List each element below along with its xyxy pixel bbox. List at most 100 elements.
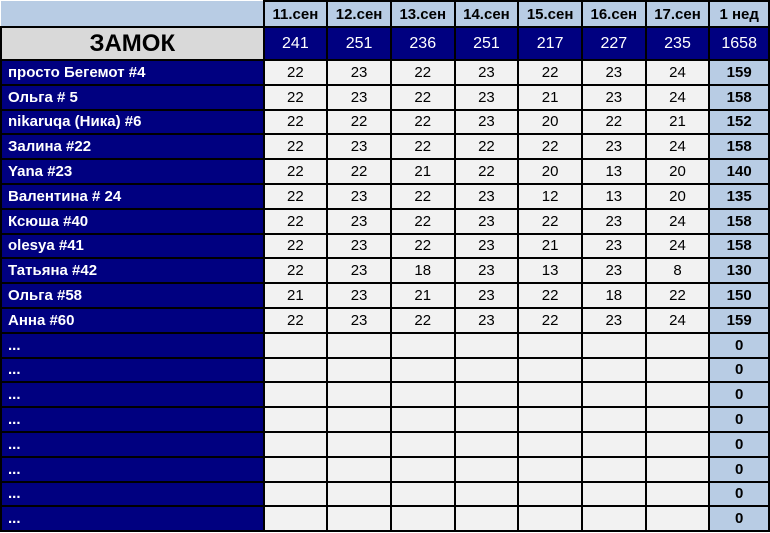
- score-cell[interactable]: 23: [453, 306, 520, 334]
- score-cell[interactable]: 22: [517, 282, 583, 309]
- total-cell[interactable]: 227: [580, 26, 647, 61]
- score-cell[interactable]: [262, 356, 329, 384]
- week-sum-cell[interactable]: 158: [708, 232, 770, 260]
- score-cell[interactable]: 18: [580, 282, 647, 309]
- score-cell[interactable]: [326, 381, 392, 409]
- score-cell[interactable]: [517, 480, 583, 508]
- participant-name[interactable]: olesya #41: [0, 232, 265, 260]
- score-cell[interactable]: [326, 505, 392, 533]
- score-cell[interactable]: 24: [644, 133, 711, 161]
- participant-name[interactable]: Залина #22: [0, 133, 265, 161]
- score-cell[interactable]: [262, 455, 329, 483]
- week-sum-cell[interactable]: 0: [708, 331, 770, 359]
- score-cell[interactable]: 22: [262, 108, 329, 136]
- score-cell[interactable]: [644, 331, 711, 359]
- week-sum-cell[interactable]: 0: [708, 430, 770, 458]
- participant-name[interactable]: ...: [0, 505, 265, 533]
- score-cell[interactable]: [453, 480, 520, 508]
- score-cell[interactable]: [326, 455, 392, 483]
- score-cell[interactable]: 24: [644, 306, 711, 334]
- score-cell[interactable]: [262, 331, 329, 359]
- week-sum-cell[interactable]: 0: [708, 356, 770, 384]
- score-cell[interactable]: 21: [517, 83, 583, 111]
- score-cell[interactable]: [389, 455, 456, 483]
- participant-name[interactable]: ...: [0, 430, 265, 458]
- score-cell[interactable]: [453, 381, 520, 409]
- score-cell[interactable]: 24: [644, 59, 711, 86]
- total-cell[interactable]: 241: [262, 26, 329, 61]
- participant-name[interactable]: Ксюша #40: [0, 207, 265, 235]
- score-cell[interactable]: [326, 356, 392, 384]
- week-sum-cell[interactable]: 0: [708, 455, 770, 483]
- score-cell[interactable]: [453, 455, 520, 483]
- week-sum-cell[interactable]: 135: [708, 182, 770, 210]
- participant-name[interactable]: ...: [0, 455, 265, 483]
- score-cell[interactable]: 23: [453, 108, 520, 136]
- score-cell[interactable]: [326, 406, 392, 433]
- participant-name[interactable]: Валентина # 24: [0, 182, 265, 210]
- score-cell[interactable]: 20: [517, 158, 583, 185]
- total-cell[interactable]: 217: [517, 26, 583, 61]
- score-cell[interactable]: 22: [389, 59, 456, 86]
- score-cell[interactable]: [580, 356, 647, 384]
- score-cell[interactable]: [644, 406, 711, 433]
- week-sum-cell[interactable]: 0: [708, 406, 770, 433]
- score-cell[interactable]: [453, 356, 520, 384]
- score-cell[interactable]: 22: [326, 108, 392, 136]
- corner-cell[interactable]: [1, 1, 265, 28]
- participant-name[interactable]: ...: [0, 356, 265, 384]
- participant-name[interactable]: ...: [0, 381, 265, 409]
- week-sum-cell[interactable]: 130: [708, 257, 770, 285]
- score-cell[interactable]: [517, 455, 583, 483]
- score-cell[interactable]: 13: [517, 257, 583, 285]
- score-cell[interactable]: [262, 505, 329, 533]
- score-cell[interactable]: 23: [326, 207, 392, 235]
- score-cell[interactable]: 22: [262, 182, 329, 210]
- participant-name[interactable]: Ольга # 5: [0, 83, 265, 111]
- score-cell[interactable]: 23: [453, 83, 520, 111]
- score-cell[interactable]: [389, 505, 456, 533]
- score-cell[interactable]: [580, 505, 647, 533]
- column-header[interactable]: 11.сен: [262, 0, 329, 28]
- score-cell[interactable]: [326, 430, 392, 458]
- score-cell[interactable]: 20: [517, 108, 583, 136]
- score-cell[interactable]: 23: [326, 282, 392, 309]
- week-sum-cell[interactable]: 158: [708, 207, 770, 235]
- score-cell[interactable]: [389, 480, 456, 508]
- score-cell[interactable]: 22: [262, 158, 329, 185]
- score-cell[interactable]: 23: [326, 306, 392, 334]
- score-cell[interactable]: 23: [326, 232, 392, 260]
- score-cell[interactable]: 23: [326, 83, 392, 111]
- week-sum-cell[interactable]: 152: [708, 108, 770, 136]
- score-cell[interactable]: [326, 480, 392, 508]
- score-cell[interactable]: 22: [517, 133, 583, 161]
- score-cell[interactable]: 20: [644, 182, 711, 210]
- score-cell[interactable]: 23: [580, 133, 647, 161]
- week-sum-cell[interactable]: 150: [708, 282, 770, 309]
- score-cell[interactable]: [644, 480, 711, 508]
- column-header[interactable]: 15.сен: [517, 0, 583, 28]
- score-cell[interactable]: 22: [389, 83, 456, 111]
- score-cell[interactable]: [326, 331, 392, 359]
- score-cell[interactable]: 22: [326, 158, 392, 185]
- week-sum-cell[interactable]: 158: [708, 83, 770, 111]
- score-cell[interactable]: 23: [580, 257, 647, 285]
- score-cell[interactable]: 22: [389, 182, 456, 210]
- score-cell[interactable]: [580, 455, 647, 483]
- score-cell[interactable]: 22: [389, 108, 456, 136]
- score-cell[interactable]: 22: [644, 282, 711, 309]
- week-sum-cell[interactable]: 0: [708, 505, 770, 533]
- score-cell[interactable]: [453, 406, 520, 433]
- score-cell[interactable]: [517, 406, 583, 433]
- score-cell[interactable]: [517, 331, 583, 359]
- score-cell[interactable]: [453, 331, 520, 359]
- column-header[interactable]: 13.сен: [389, 0, 456, 28]
- score-cell[interactable]: 23: [326, 182, 392, 210]
- column-header[interactable]: 16.сен: [580, 0, 647, 28]
- score-cell[interactable]: 23: [453, 182, 520, 210]
- week-sum-cell[interactable]: 159: [708, 59, 770, 86]
- participant-name[interactable]: ...: [0, 480, 265, 508]
- score-cell[interactable]: 22: [262, 207, 329, 235]
- score-cell[interactable]: 12: [517, 182, 583, 210]
- score-cell[interactable]: [644, 356, 711, 384]
